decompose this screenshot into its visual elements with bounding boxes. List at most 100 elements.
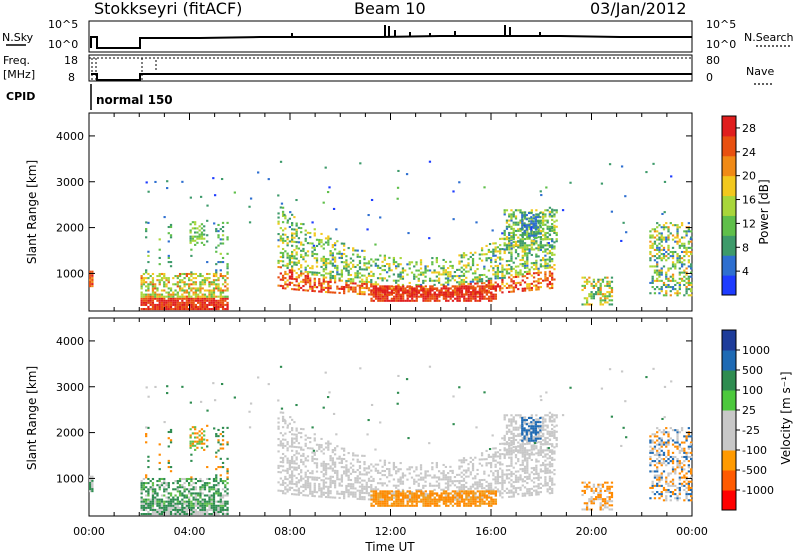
data-cell — [288, 466, 292, 469]
data-cell — [142, 513, 146, 516]
data-cell — [145, 504, 148, 507]
data-cell — [167, 498, 170, 501]
data-cell — [322, 288, 325, 291]
data-cell — [374, 281, 377, 284]
data-cell — [217, 504, 220, 507]
data-cell — [512, 215, 515, 218]
data-cell — [606, 280, 609, 283]
data-cell — [508, 234, 511, 237]
data-cell — [347, 485, 350, 488]
data-cell — [315, 259, 319, 262]
data-cell — [401, 474, 405, 477]
data-cell — [293, 421, 296, 424]
data-cell — [158, 303, 161, 306]
data-cell — [514, 209, 518, 212]
data-cell — [304, 481, 307, 485]
data-cell — [512, 280, 515, 283]
data-cell — [190, 279, 193, 282]
data-cell — [226, 301, 229, 304]
data-cell — [503, 268, 506, 271]
data-cell — [151, 500, 155, 503]
data-cell — [487, 488, 490, 492]
data-cell — [680, 261, 684, 264]
data-cell — [158, 484, 161, 487]
data-cell — [512, 485, 515, 488]
data-cell — [322, 257, 325, 260]
data-cell — [487, 279, 490, 282]
noise-trace — [90, 35, 692, 49]
data-cell — [376, 482, 380, 485]
data-cell — [140, 299, 143, 302]
data-cell — [514, 476, 518, 479]
data-cell — [311, 492, 314, 495]
data-cell — [456, 275, 459, 278]
data-cell — [395, 265, 398, 268]
data-cell — [306, 270, 310, 274]
data-cell — [526, 264, 529, 267]
data-cell — [166, 180, 169, 183]
data-cell — [356, 270, 359, 273]
data-cell — [435, 466, 438, 469]
data-cell — [487, 281, 490, 284]
data-cell — [178, 500, 182, 503]
data-cell — [532, 214, 535, 217]
data-cell — [174, 299, 177, 302]
data-cell — [194, 482, 198, 485]
data-cell — [510, 284, 513, 287]
data-cell — [300, 280, 303, 283]
data-cell — [151, 301, 155, 304]
data-cell — [340, 466, 344, 469]
data-cell — [581, 289, 584, 292]
data-cell — [196, 231, 199, 234]
data-cell — [595, 282, 598, 285]
data-cell — [322, 462, 325, 465]
data-cell — [267, 178, 270, 181]
data-cell — [426, 291, 430, 294]
data-cell — [219, 500, 222, 503]
data-cell — [349, 493, 353, 496]
data-cell — [147, 513, 150, 516]
data-cell — [318, 282, 321, 285]
data-cell — [383, 269, 386, 272]
data-cell — [333, 256, 337, 259]
data-cell — [426, 474, 429, 477]
data-cell — [300, 264, 303, 267]
data-cell — [523, 248, 527, 251]
data-cell — [442, 476, 445, 479]
colorbar-swatch — [722, 235, 736, 256]
data-cell — [91, 475, 94, 478]
data-cell — [206, 504, 209, 507]
data-cell — [474, 270, 477, 273]
data-cell — [176, 486, 179, 489]
data-cell — [671, 257, 675, 260]
data-cell — [523, 250, 527, 253]
data-cell — [212, 504, 216, 507]
data-cell — [313, 490, 316, 494]
data-cell — [338, 252, 341, 255]
data-cell — [465, 299, 468, 302]
data-cell — [604, 299, 607, 302]
data-cell — [523, 225, 527, 228]
data-cell — [158, 513, 161, 516]
data-cell — [327, 492, 330, 495]
data-cell — [606, 295, 609, 298]
data-cell — [178, 492, 182, 495]
data-cell — [379, 295, 382, 298]
data-cell — [551, 266, 554, 269]
data-cell — [422, 478, 425, 481]
data-cell — [169, 500, 173, 503]
data-cell — [433, 271, 436, 274]
data-cell — [147, 305, 150, 309]
data-cell — [176, 513, 179, 516]
data-cell — [178, 494, 182, 497]
data-cell — [402, 295, 405, 298]
data-cell — [653, 242, 657, 245]
data-cell — [167, 297, 170, 300]
data-cell — [447, 281, 450, 284]
data-cell — [206, 204, 209, 207]
data-cell — [397, 484, 400, 487]
data-cell — [519, 263, 522, 266]
data-cell — [526, 434, 529, 437]
data-cell — [295, 433, 298, 436]
data-cell — [145, 293, 148, 296]
